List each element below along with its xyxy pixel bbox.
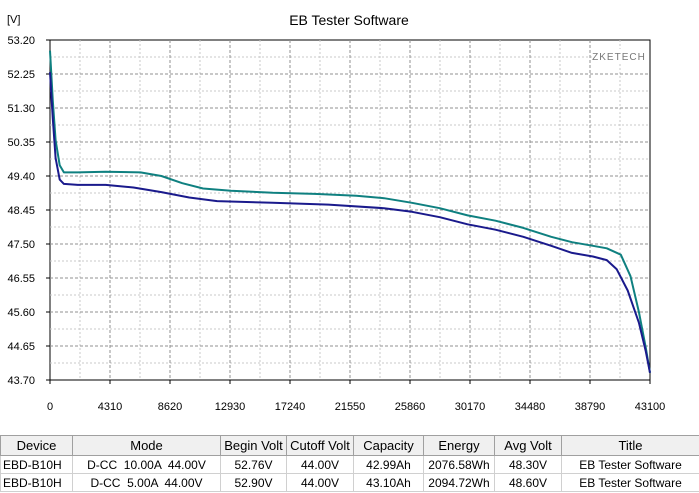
header-begin-volt[interactable]: Begin Volt bbox=[220, 435, 287, 456]
x-tick-label: 17240 bbox=[275, 401, 306, 413]
y-tick-label: 52.25 bbox=[7, 69, 35, 81]
cell-cutoff-volt: 44.00V bbox=[286, 455, 354, 474]
header-energy[interactable]: Energy bbox=[423, 435, 495, 456]
cell-avg-volt: 48.30V bbox=[494, 455, 562, 474]
x-tick-label: 34480 bbox=[515, 401, 546, 413]
y-tick-label: 49.40 bbox=[7, 171, 35, 183]
x-tick-label: 21550 bbox=[335, 401, 366, 413]
cell-energy: 2076.58Wh bbox=[423, 455, 495, 474]
cell-device: EBD-B10H bbox=[0, 473, 73, 492]
table-row[interactable]: EBD-B10H D-CC 5.00A 44.00V 52.90V 44.00V… bbox=[0, 473, 699, 492]
cell-begin-volt: 52.90V bbox=[220, 473, 287, 492]
x-tick-label: 38790 bbox=[575, 401, 606, 413]
y-tick-label: 44.65 bbox=[7, 341, 35, 353]
chart-title: EB Tester Software bbox=[289, 12, 409, 28]
x-tick-label: 4310 bbox=[98, 401, 122, 413]
y-tick-label: 46.55 bbox=[7, 273, 35, 285]
cell-energy: 2094.72Wh bbox=[423, 473, 495, 492]
results-table: Device Mode Begin Volt Cutoff Volt Capac… bbox=[0, 435, 699, 492]
header-cutoff-volt[interactable]: Cutoff Volt bbox=[286, 435, 354, 456]
cell-title: EB Tester Software bbox=[561, 473, 699, 492]
cell-capacity: 43.10Ah bbox=[353, 473, 424, 492]
series-line-1 bbox=[49, 50, 651, 373]
header-capacity[interactable]: Capacity bbox=[353, 435, 424, 456]
y-tick-label: 47.50 bbox=[7, 239, 35, 251]
header-avg-volt[interactable]: Avg Volt bbox=[494, 435, 562, 456]
header-title[interactable]: Title bbox=[561, 435, 699, 456]
cell-title: EB Tester Software bbox=[561, 455, 699, 474]
table-header-row: Device Mode Begin Volt Cutoff Volt Capac… bbox=[0, 435, 699, 456]
y-tick-label: 48.45 bbox=[7, 205, 35, 217]
cell-avg-volt: 48.60V bbox=[494, 473, 562, 492]
x-tick-label: 12930 bbox=[215, 401, 246, 413]
y-tick-label: 43.70 bbox=[7, 375, 35, 387]
x-tick-label: 43100 bbox=[635, 401, 666, 413]
discharge-chart: EB Tester Software [V] 0 4310 8620 12930 172… bbox=[7, 12, 665, 413]
brand-label-bg bbox=[592, 49, 648, 63]
y-tick-label: 50.35 bbox=[7, 137, 35, 149]
cell-begin-volt: 52.76V bbox=[220, 455, 287, 474]
header-mode[interactable]: Mode bbox=[72, 435, 221, 456]
header-device[interactable]: Device bbox=[0, 435, 73, 456]
brand-label: ZKETECH bbox=[592, 52, 646, 63]
x-tick-label: 8620 bbox=[158, 401, 182, 413]
series-line-2 bbox=[49, 72, 651, 373]
x-tick-label: 25860 bbox=[395, 401, 426, 413]
cell-device: EBD-B10H bbox=[0, 455, 73, 474]
grid-lines bbox=[50, 40, 650, 380]
x-tick-label: 30170 bbox=[455, 401, 486, 413]
axis-tick-labels: 0 4310 8620 12930 17240 21550 25860 30170 34480 3… bbox=[7, 35, 665, 413]
cell-mode: D-CC 5.00A 44.00V bbox=[72, 473, 221, 492]
cell-capacity: 42.99Ah bbox=[353, 455, 424, 474]
y-axis-unit: [V] bbox=[7, 14, 20, 26]
series-lines bbox=[49, 50, 651, 373]
y-tick-label: 51.30 bbox=[7, 103, 35, 115]
y-tick-label: 53.20 bbox=[7, 35, 35, 47]
x-tick-label: 0 bbox=[47, 401, 53, 413]
y-tick-label: 45.60 bbox=[7, 307, 35, 319]
cell-mode: D-CC 10.00A 44.00V bbox=[72, 455, 221, 474]
cell-cutoff-volt: 44.00V bbox=[286, 473, 354, 492]
table-row[interactable]: EBD-B10H D-CC 10.00A 44.00V 52.76V 44.00… bbox=[0, 455, 699, 474]
